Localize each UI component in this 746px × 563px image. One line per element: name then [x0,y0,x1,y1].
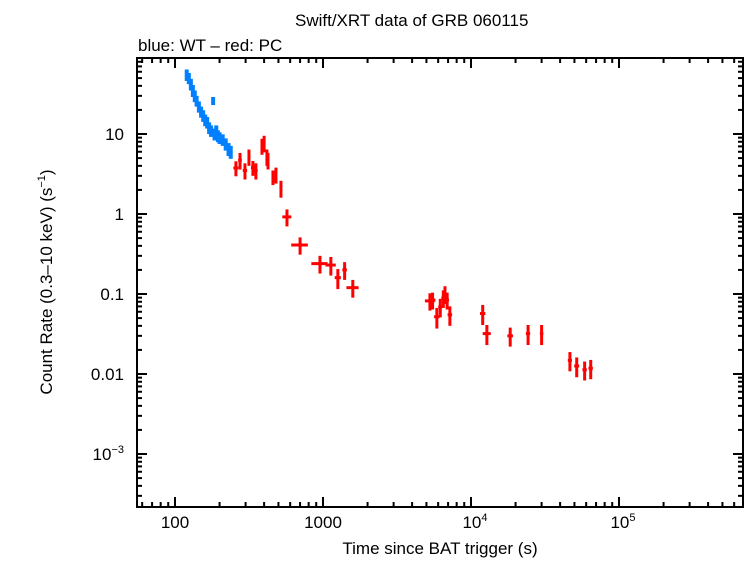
pc-data-point [238,152,242,170]
pc-data-point [242,163,248,180]
x-tick-label-base: 10 [610,513,629,532]
pc-data-point [247,149,251,166]
pc-data-point [447,306,453,326]
y-tick-label-base: 1 [115,205,124,224]
y-axis-label: Count Rate (0.3–10 keV) (s−1) [36,169,56,394]
pc-data-point [434,307,440,329]
x-tick-label-exp: 4 [481,512,487,524]
pc-data-point [438,298,443,318]
pc-data-point [334,269,341,290]
y-axis-label-sup: −1 [36,175,48,188]
wt-data-point [228,145,233,159]
wt-data-point [194,95,199,107]
pc-data-point [266,152,270,170]
pc-data-point [567,352,572,372]
data-marks [184,69,593,381]
y-tick-label-base: 10 [105,125,124,144]
pc-data-point [588,359,593,380]
wt-data-point [220,134,225,146]
pc-data-point [233,161,239,177]
x-tick-label: 100 [161,513,189,532]
y-tick-label-exp: −3 [111,444,124,456]
y-tick-label: 0.01 [91,365,124,384]
x-tick-label-exp: 5 [629,512,635,524]
x-tick-label-base: 100 [161,513,189,532]
wt-data-point [186,72,191,85]
y-tick-label: 1 [115,205,124,224]
y-tick-label-base: 0.01 [91,365,124,384]
chart-subtitle: blue: WT – red: PC [138,36,282,55]
pc-data-point [574,357,580,378]
wt-data-point [223,138,228,151]
chart-title: Swift/XRT data of GRB 060115 [295,11,528,30]
pc-data-point [325,257,336,276]
pc-data-point [250,160,255,176]
pc-data-point [254,163,258,180]
pc-data-point [346,279,359,298]
pc-data-point [291,237,308,255]
plot-frame [136,57,744,508]
y-tick-label: 10−3 [93,444,124,464]
pc-data-point [525,324,531,346]
pc-data-point [311,255,328,274]
x-tick-label: 105 [610,512,635,532]
pc-data-point [479,304,486,325]
wt-data-point [217,132,222,144]
pc-data-point [271,170,275,186]
y-tick-label: 10 [105,125,124,144]
y-tick-label: 0.1 [100,285,124,304]
x-tick-label-base: 1000 [304,513,342,532]
y-axis-label-main: Count Rate (0.3–10 keV) (s [37,188,56,395]
pc-data-point [482,324,491,346]
y-tick-label-base: 10 [93,445,112,464]
wt-data-point [208,125,213,137]
y-axis-label-end: ) [37,169,56,175]
pc-data-point [507,327,513,347]
x-axis-label: Time since BAT trigger (s) [342,539,537,558]
pc-data-point [429,292,436,310]
pc-data-point [282,209,292,227]
pc-data-point [342,262,347,280]
x-tick-label: 104 [462,512,487,532]
pc-data-point [274,167,278,184]
pc-data-point [539,324,544,346]
pc-data-point [262,135,266,153]
pc-data-point [279,180,283,198]
wt-data-point [211,97,216,106]
pc-data-point [445,292,449,310]
pc-data-point [582,361,587,381]
y-tick-label-base: 0.1 [100,285,124,304]
x-tick-label: 1000 [304,513,342,532]
x-tick-label-base: 10 [462,513,481,532]
